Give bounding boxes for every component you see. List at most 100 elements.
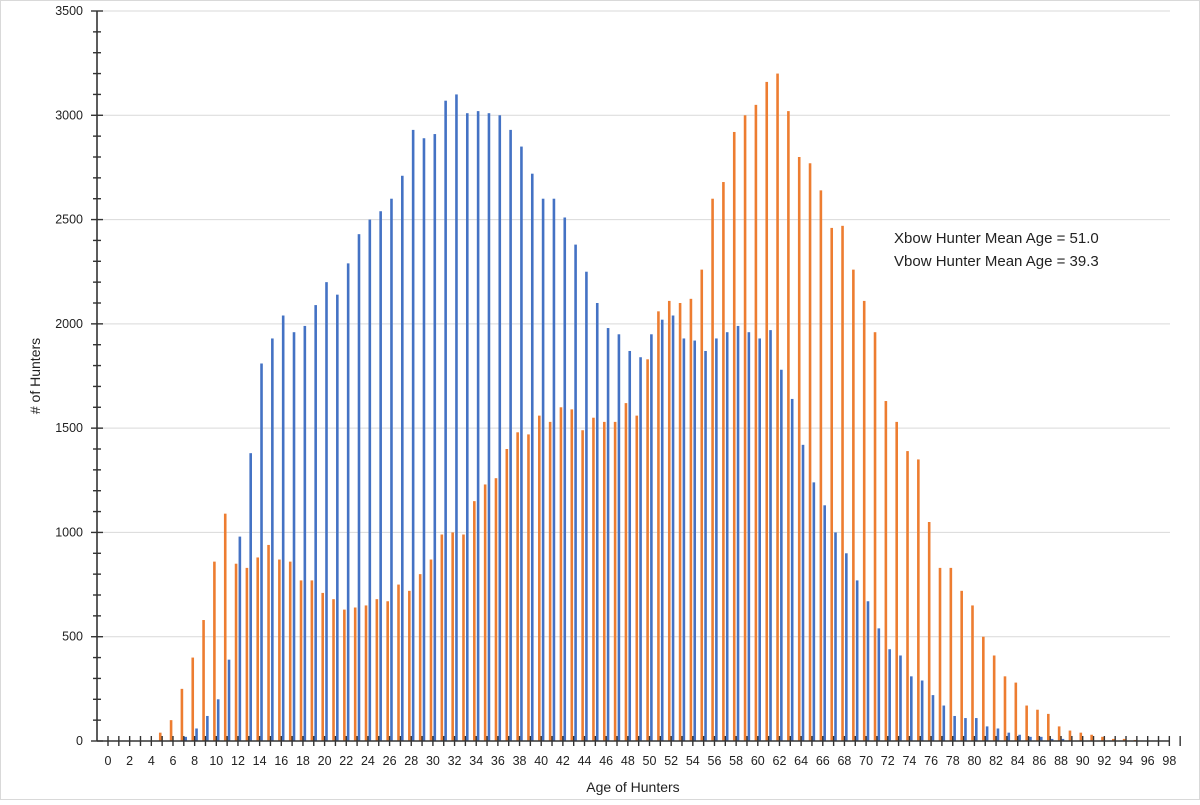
y-tick-label: 2000 — [55, 317, 83, 331]
bar-series-1 — [975, 718, 978, 741]
bar-series-2 — [299, 580, 303, 741]
bar-series-2 — [451, 532, 454, 741]
bar-series-1 — [281, 315, 285, 741]
bar-series-2 — [949, 567, 953, 741]
x-tick-label: 38 — [513, 754, 527, 768]
x-tick-label: 12 — [231, 754, 245, 768]
bar-series-1 — [671, 315, 675, 741]
bar-series-1 — [314, 305, 317, 741]
annotation-vbow-mean-age: Vbow Hunter Mean Age = 39.3 — [894, 253, 1099, 270]
x-tick-label: 80 — [967, 754, 981, 768]
bar-series-1 — [715, 338, 718, 741]
bar-series-2 — [613, 421, 617, 741]
bar-series-2 — [884, 401, 888, 741]
x-tick-label: 92 — [1097, 754, 1111, 768]
x-tick-label: 48 — [621, 754, 635, 768]
x-tick-label: 46 — [599, 754, 613, 768]
bar-series-2 — [418, 574, 422, 741]
bar-series-1 — [574, 244, 577, 741]
bar-series-2 — [548, 421, 552, 741]
bar-series-1 — [563, 217, 567, 742]
x-tick-label: 42 — [556, 754, 570, 768]
bar-series-2 — [960, 590, 963, 741]
bar-series-2 — [1057, 726, 1061, 741]
bar-series-2 — [581, 430, 584, 741]
bar-series-2 — [819, 190, 823, 741]
bar-series-2 — [852, 269, 855, 741]
bar-series-1 — [639, 357, 642, 741]
bar-series-2 — [267, 544, 270, 741]
bar-series-2 — [353, 607, 357, 741]
x-tick-label: 6 — [170, 754, 177, 768]
bar-series-1 — [422, 138, 426, 742]
bar-series-2 — [982, 636, 985, 741]
bar-series-1 — [780, 369, 783, 741]
y-tick-label: 1500 — [55, 421, 83, 435]
y-tick-label: 2500 — [55, 213, 83, 227]
bar-series-2 — [527, 434, 530, 741]
x-tick-label: 82 — [989, 754, 1003, 768]
x-tick-label: 14 — [253, 754, 267, 768]
x-tick-label: 60 — [751, 754, 765, 768]
x-tick-label: 58 — [729, 754, 743, 768]
x-tick-label: 54 — [686, 754, 700, 768]
x-tick-label: 86 — [1032, 754, 1046, 768]
x-tick-label: 22 — [339, 754, 353, 768]
bar-series-1 — [346, 263, 350, 741]
bar-series-1 — [433, 134, 437, 741]
bar-series-2 — [917, 459, 920, 741]
bar-series-1 — [476, 111, 480, 742]
bar-series-1 — [368, 219, 372, 741]
axes — [96, 11, 1170, 742]
bar-series-2 — [191, 657, 195, 741]
x-tick-label: 98 — [1162, 754, 1176, 768]
bar-series-2 — [278, 559, 281, 741]
bar-series-2 — [332, 599, 335, 741]
bar-series-2 — [657, 311, 660, 741]
y-tick-label: 3000 — [55, 108, 83, 122]
bar-series-1 — [303, 325, 307, 741]
x-tick-label: 70 — [859, 754, 873, 768]
bar-series-1 — [845, 553, 848, 741]
bar-series-1 — [910, 676, 913, 741]
bar-series-2 — [765, 81, 769, 741]
bar-series-1 — [390, 198, 393, 741]
bar-series-1 — [216, 699, 220, 741]
bar-series-2 — [841, 225, 844, 741]
bar-series-1 — [184, 736, 188, 741]
bar-series-1 — [899, 655, 902, 741]
bar-series-2 — [223, 513, 227, 741]
bar-series-1 — [336, 294, 339, 741]
bar-series-2 — [505, 449, 509, 741]
y-tick-label: 1000 — [55, 525, 83, 539]
bar-series-1 — [487, 113, 491, 741]
bar-series-1 — [585, 271, 588, 741]
bar-series-2 — [310, 580, 314, 741]
bar-series-1 — [790, 398, 794, 741]
bar-series-2 — [169, 720, 173, 741]
bar-series-1 — [509, 129, 512, 741]
bar-series-1 — [682, 338, 686, 741]
bar-series-2 — [570, 409, 574, 741]
bar-series-1 — [953, 715, 956, 741]
bar-series-1 — [541, 198, 545, 741]
bar-series-2 — [1079, 732, 1083, 741]
bar-series-2 — [397, 584, 400, 741]
bar-series-2 — [1090, 734, 1093, 741]
bar-series-2 — [1003, 676, 1007, 741]
x-tick-label: 26 — [383, 754, 397, 768]
bar-series-2 — [343, 609, 346, 741]
bars — [158, 73, 1137, 742]
bar-series-2 — [754, 104, 758, 742]
bar-series-1 — [801, 444, 805, 741]
bar-series-2 — [1025, 705, 1028, 741]
bar-series-2 — [1068, 730, 1072, 741]
bar-series-1 — [693, 340, 697, 741]
bar-series-2 — [375, 599, 379, 741]
y-tick-label: 3500 — [55, 4, 83, 18]
x-tick-label: 84 — [1011, 754, 1025, 768]
bar-series-2 — [722, 182, 725, 741]
y-axis-title: # of Hunters — [27, 338, 43, 414]
bar-series-2 — [494, 478, 498, 741]
